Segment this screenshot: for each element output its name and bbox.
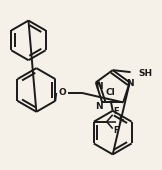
Text: Cl: Cl xyxy=(106,88,116,97)
Text: N: N xyxy=(95,102,103,111)
Text: F: F xyxy=(113,126,118,135)
Text: N: N xyxy=(126,80,133,89)
Text: N: N xyxy=(95,82,103,91)
Text: O: O xyxy=(58,88,66,97)
Text: F: F xyxy=(113,107,118,116)
Text: F: F xyxy=(118,116,123,125)
Text: SH: SH xyxy=(139,69,153,78)
